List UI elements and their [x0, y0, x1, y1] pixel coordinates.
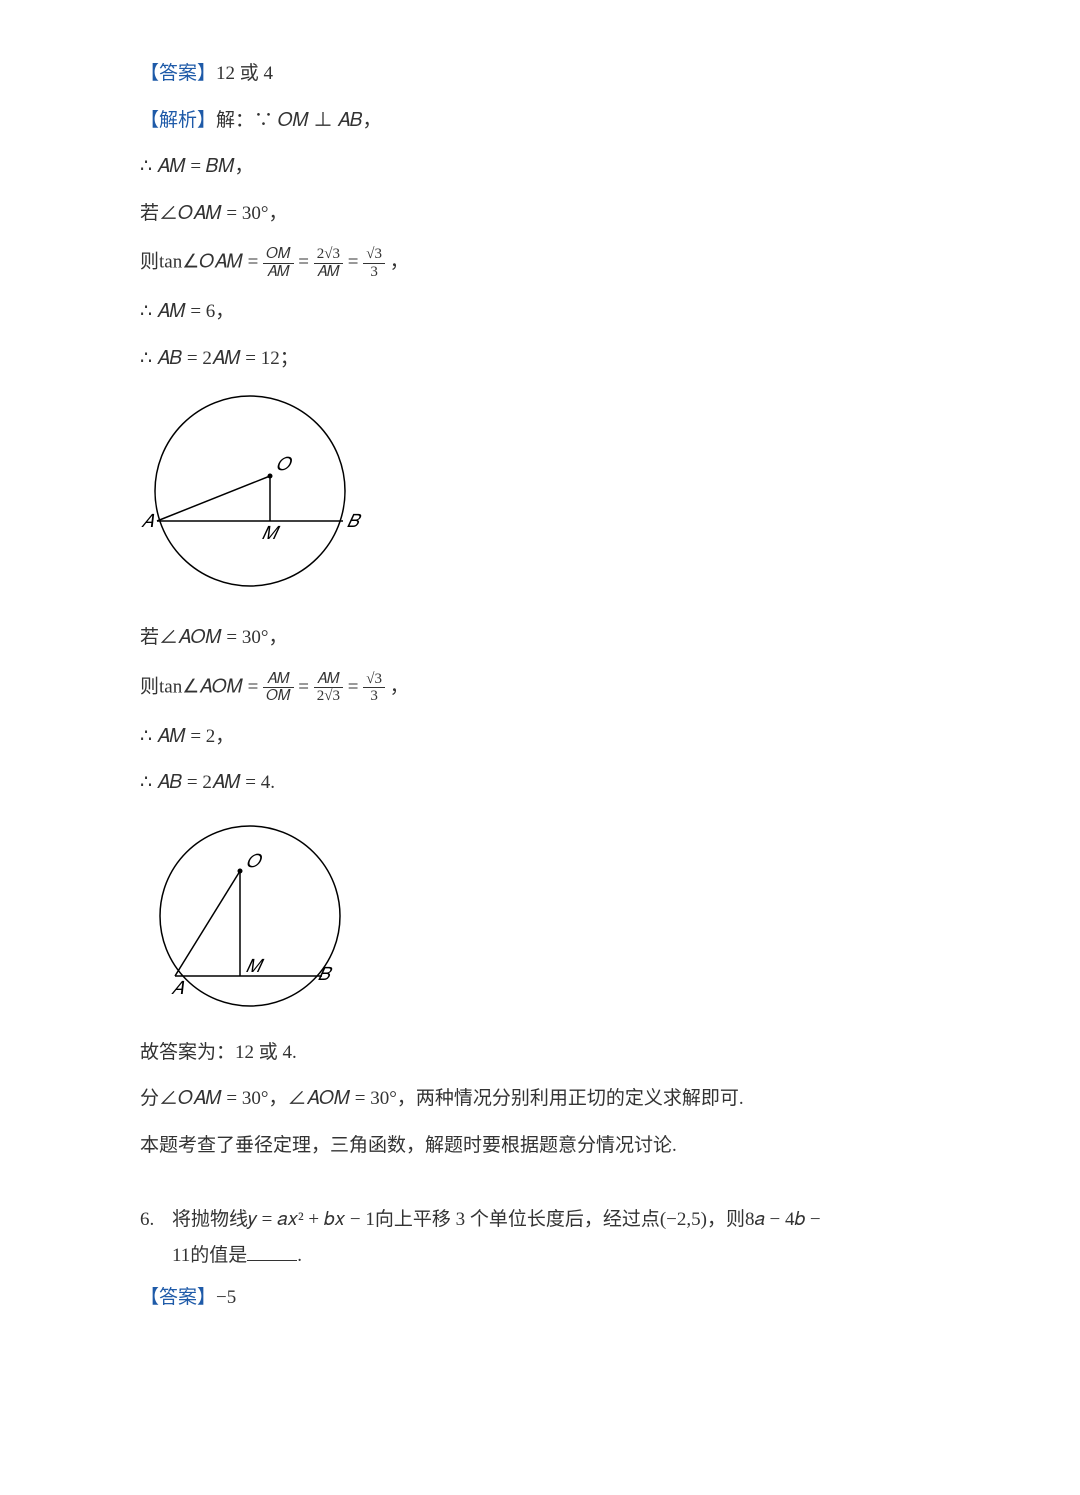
denominator: 3	[363, 264, 385, 281]
answer-text: 12 或 4	[216, 63, 273, 84]
answer-tag: 【答案】	[140, 63, 216, 84]
fraction: 𝐴𝑀2√3	[314, 671, 343, 705]
denominator: 𝐴𝑀	[263, 264, 293, 281]
equals: =	[298, 676, 313, 697]
question-text: 11的值是	[172, 1245, 247, 1266]
denominator: 𝑂𝑀	[263, 688, 293, 705]
svg-text:𝑀: 𝑀	[262, 523, 281, 543]
step-line: 分∠𝑂𝐴𝑀 = 30°，∠𝐴𝑂𝑀 = 30°，两种情况分别利用正切的定义求解即可…	[140, 1085, 940, 1114]
question-text: 将抛物线𝑦 = 𝑎𝑥² + 𝑏𝑥 − 1向上平移 3 个单位长度后，经过点(−2…	[172, 1209, 821, 1230]
step-line: 本题考查了垂径定理，三角函数，解题时要根据题意分情况讨论.	[140, 1132, 940, 1161]
step-line: ∴ 𝐴𝑀 = 𝐵𝑀，	[140, 153, 940, 182]
circle-diagram-2: 𝑂 𝐴 𝐵 𝑀	[140, 816, 940, 1021]
question-number: 6.	[140, 1202, 154, 1238]
step-line: ∴ 𝐴𝑀 = 6，	[140, 298, 940, 327]
svg-text:𝑀: 𝑀	[246, 956, 265, 976]
comma: ，	[390, 251, 409, 272]
numerator: 2√3	[314, 246, 343, 264]
svg-text:𝑂: 𝑂	[276, 454, 293, 474]
fraction: 𝐴𝑀𝑂𝑀	[263, 671, 293, 705]
equals: =	[348, 676, 363, 697]
step-line: ∴ 𝐴𝐵 = 2𝐴𝑀 = 4.	[140, 769, 940, 798]
answer-line-2: 【答案】−5	[140, 1284, 940, 1313]
fraction: 𝑂𝑀𝐴𝑀	[263, 246, 293, 280]
analysis-text: 解：∵ 𝑂𝑀 ⊥ 𝐴𝐵，	[216, 110, 382, 131]
step-line: ∴ 𝐴𝐵 = 2𝐴𝑀 = 12；	[140, 345, 940, 374]
comma: ，	[390, 676, 409, 697]
svg-text:𝐴: 𝐴	[171, 978, 185, 998]
text: 则tan∠𝑂𝐴𝑀 =	[140, 251, 263, 272]
fraction: √33	[363, 671, 385, 705]
question-6: 6. 将抛物线𝑦 = 𝑎𝑥² + 𝑏𝑥 − 1向上平移 3 个单位长度后，经过点…	[140, 1202, 940, 1274]
circle-diagram-1: 𝑂 𝐴 𝐵 𝑀	[140, 391, 940, 606]
step-line-frac: 则tan∠𝑂𝐴𝑀 = 𝑂𝑀𝐴𝑀 = 2√3𝐴𝑀 = √33 ，	[140, 246, 940, 280]
denominator: 3	[363, 688, 385, 705]
numerator: √3	[363, 246, 385, 264]
answer-text: −5	[216, 1287, 236, 1308]
numerator: 𝐴𝑀	[263, 671, 293, 689]
fraction: √33	[363, 246, 385, 280]
step-line: 故答案为：12 或 4.	[140, 1039, 940, 1068]
numerator: 𝑂𝑀	[263, 246, 293, 264]
step-line: 若∠𝐴𝑂𝑀 = 30°，	[140, 624, 940, 653]
equals: =	[348, 251, 363, 272]
answer-tag: 【答案】	[140, 1287, 216, 1308]
step-line: 若∠𝑂𝐴𝑀 = 30°，	[140, 200, 940, 229]
equals: =	[298, 251, 313, 272]
question-text: .	[297, 1245, 302, 1266]
denominator: 2√3	[314, 688, 343, 705]
denominator: 𝐴𝑀	[314, 264, 343, 281]
blank-line	[247, 1242, 297, 1261]
analysis-line: 【解析】解：∵ 𝑂𝑀 ⊥ 𝐴𝐵，	[140, 107, 940, 136]
svg-text:𝐴: 𝐴	[141, 511, 155, 531]
fraction: 2√3𝐴𝑀	[314, 246, 343, 280]
step-line: ∴ 𝐴𝑀 = 2，	[140, 723, 940, 752]
svg-text:𝐵: 𝐵	[318, 964, 333, 984]
svg-text:𝐵: 𝐵	[347, 511, 362, 531]
step-line-frac: 则tan∠𝐴𝑂𝑀 = 𝐴𝑀𝑂𝑀 = 𝐴𝑀2√3 = √33 ，	[140, 671, 940, 705]
numerator: √3	[363, 671, 385, 689]
text: 则tan∠𝐴𝑂𝑀 =	[140, 676, 263, 697]
analysis-tag: 【解析】	[140, 110, 216, 131]
svg-text:𝑂: 𝑂	[246, 851, 263, 871]
answer-line: 【答案】12 或 4	[140, 60, 940, 89]
numerator: 𝐴𝑀	[314, 671, 343, 689]
